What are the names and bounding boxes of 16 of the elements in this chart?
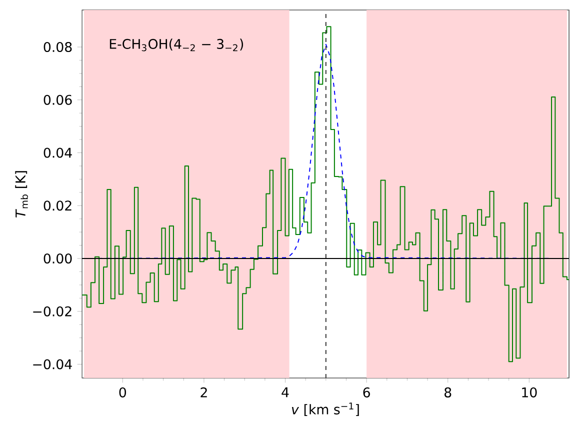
y-tick-label: −0.02 xyxy=(33,306,72,316)
y-tick-label: 0.00 xyxy=(44,253,72,264)
x-tick-label: 0 xyxy=(119,387,126,398)
x-axis-title: v [km s$^{−1}$] xyxy=(292,402,359,416)
y-tick-label: −0.04 xyxy=(33,359,72,370)
x-tick-label: 6 xyxy=(363,387,370,398)
y-tick-label: 0.06 xyxy=(44,94,72,105)
y-axis-title: T$_{mb}$ [K] xyxy=(15,171,28,218)
y-tick-label: 0.04 xyxy=(44,148,72,158)
x-tick-label: 8 xyxy=(444,387,452,398)
x-tick-label: 2 xyxy=(200,387,207,398)
y-tick-label: 0.08 xyxy=(44,42,72,52)
x-tick-label: 4 xyxy=(282,387,289,398)
y-tick-label: 0.02 xyxy=(44,200,72,211)
annotation: E-CH$_{3}$OH(4$_{−2}$ − 3$_{−2}$) xyxy=(110,38,244,52)
x-tick-label: 10 xyxy=(522,387,537,398)
